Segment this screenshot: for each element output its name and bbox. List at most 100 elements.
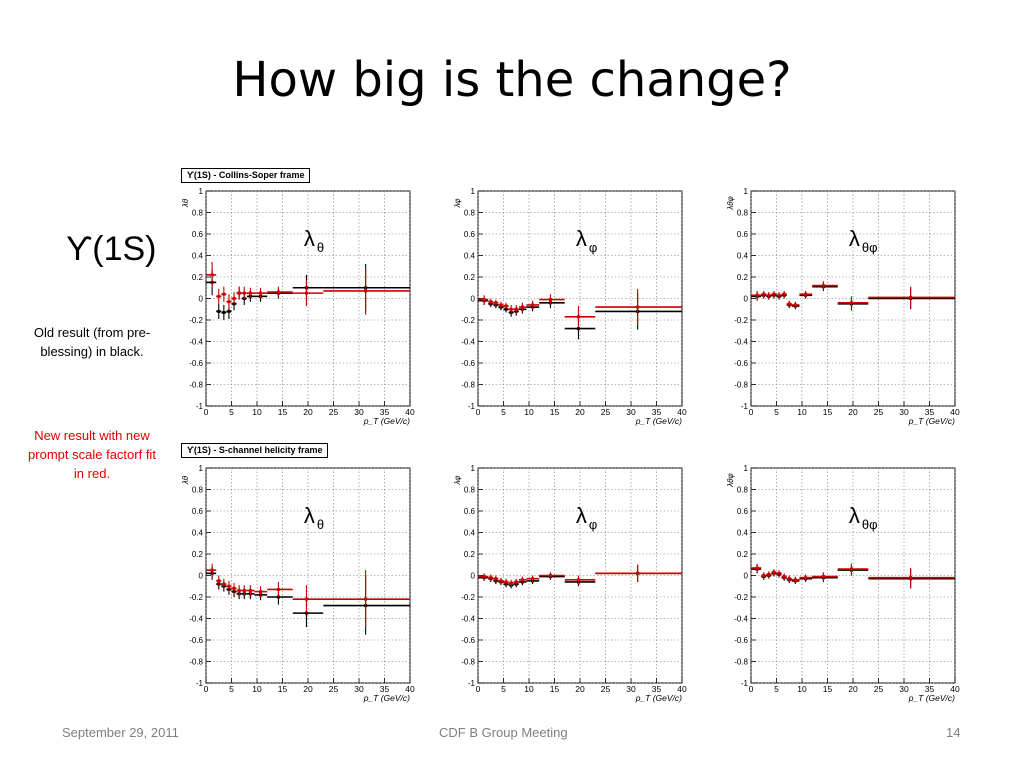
y-tick-label: -0.2 <box>189 316 203 325</box>
x-tick-label: 20 <box>575 407 585 417</box>
y-tick-label: -0.4 <box>461 615 475 624</box>
y-tick-label: 0.4 <box>464 529 476 538</box>
new-series-point <box>821 575 825 579</box>
y-tick-label: -0.6 <box>189 636 203 645</box>
x-tick-label: 5 <box>229 407 234 417</box>
new-series-point <box>772 570 776 574</box>
x-tick-label: 15 <box>278 407 288 417</box>
y-tick-label: 0.4 <box>192 529 204 538</box>
new-series-point <box>237 589 241 593</box>
y-tick-label: 0 <box>744 295 749 304</box>
y-tick-label: -0.2 <box>734 316 748 325</box>
y-tick-label: -0.4 <box>189 338 203 347</box>
y-axis-label: λθ <box>181 198 190 208</box>
new-series-point <box>909 295 913 299</box>
footer-date: September 29, 2011 <box>62 725 179 740</box>
y-tick-label: -0.8 <box>189 381 203 390</box>
old-series-point <box>222 310 226 314</box>
new-series-point <box>787 302 791 306</box>
y-tick-label: -0.2 <box>461 593 475 602</box>
new-series-point <box>248 291 252 295</box>
x-tick-label: 5 <box>501 407 506 417</box>
x-tick-label: 0 <box>204 407 209 417</box>
new-series-point <box>210 273 214 277</box>
x-tick-label: 35 <box>380 407 390 417</box>
y-tick-label: -0.4 <box>734 338 748 347</box>
y-tick-label: -1 <box>196 402 204 411</box>
y-tick-label: 0.8 <box>192 209 204 218</box>
new-series-point <box>777 571 781 575</box>
x-tick-label: 0 <box>749 684 754 694</box>
new-series-point <box>489 300 493 304</box>
new-series-point <box>520 578 524 582</box>
new-series-point <box>804 576 808 580</box>
panel-parameter-label: λ <box>576 503 587 528</box>
y-tick-label: 0.6 <box>192 507 204 516</box>
new-series-point <box>276 587 280 591</box>
x-tick-label: 40 <box>950 684 960 694</box>
new-series-point <box>514 580 518 584</box>
chart-cs-lambda-theta: -1-0.8-0.6-0.4-0.200.20.40.60.810 5 10 15 20… <box>181 187 415 426</box>
old-result-note: Old result (from pre-blessing) in black. <box>33 325 151 359</box>
x-tick-label: 0 <box>476 407 481 417</box>
new-result-note: New result with new prompt scale factorf… <box>28 428 156 481</box>
panel-parameter-subscript: φ <box>589 240 597 255</box>
new-series-point <box>227 300 231 304</box>
y-axis-label: λθ <box>181 475 190 485</box>
new-series-point <box>548 574 552 577</box>
y-tick-label: -1 <box>468 679 476 688</box>
new-series-point <box>217 294 221 298</box>
new-series-point <box>509 307 513 311</box>
panel-parameter-label: λ <box>849 503 860 528</box>
y-tick-label: 0.2 <box>737 273 749 282</box>
x-tick-label: 0 <box>476 684 481 694</box>
new-series-point <box>767 293 771 297</box>
x-tick-label: 30 <box>626 407 636 417</box>
y-tick-label: -0.2 <box>461 316 475 325</box>
new-series-point <box>576 578 580 582</box>
y-tick-label: 0 <box>471 572 476 581</box>
y-tick-label: 0.2 <box>464 550 476 559</box>
x-axis-label: p_T (GeV/c) <box>363 693 410 703</box>
new-series-point <box>364 597 368 601</box>
new-series-point <box>232 297 236 300</box>
x-tick-label: 35 <box>925 407 935 417</box>
y-tick-label: 0.6 <box>737 230 749 239</box>
x-tick-label: 40 <box>405 684 415 694</box>
y-tick-label: -0.6 <box>734 636 748 645</box>
new-series-point <box>499 303 503 307</box>
new-series-point <box>499 579 503 583</box>
x-tick-label: 35 <box>652 407 662 417</box>
new-series-point <box>636 305 640 309</box>
x-tick-label: 10 <box>524 684 534 694</box>
new-series-point <box>509 581 513 585</box>
chart-cs-lambda-theta-phi: -1-0.8-0.6-0.4-0.200.20.40.60.810 5 10 15 20… <box>726 187 960 426</box>
x-tick-label: 15 <box>550 684 560 694</box>
y-tick-label: -0.8 <box>461 381 475 390</box>
y-tick-label: 1 <box>471 464 476 473</box>
new-series-point <box>482 298 486 302</box>
x-axis-label: p_T (GeV/c) <box>908 416 955 426</box>
y-axis-label: λθφ <box>726 196 735 211</box>
slide-title: How big is the change? <box>232 52 792 108</box>
x-tick-label: 20 <box>848 684 858 694</box>
x-tick-label: 25 <box>601 684 611 694</box>
y-tick-label: 1 <box>199 187 204 196</box>
new-series-point <box>531 577 535 581</box>
new-series-point <box>576 315 580 319</box>
y-tick-label: 0.2 <box>464 273 476 282</box>
y-axis-label: λφ <box>453 198 462 208</box>
new-series-point <box>227 584 231 588</box>
new-series-point <box>514 307 518 311</box>
new-series-point <box>248 589 252 593</box>
y-tick-label: -0.4 <box>461 338 475 347</box>
x-tick-label: 20 <box>848 407 858 417</box>
new-series-point <box>222 582 226 586</box>
y-tick-label: -0.6 <box>734 359 748 368</box>
x-axis-label: p_T (GeV/c) <box>908 693 955 703</box>
y-tick-label: 0.8 <box>464 486 476 495</box>
new-series-point <box>772 292 776 296</box>
x-tick-label: 10 <box>252 407 262 417</box>
x-tick-label: 15 <box>278 684 288 694</box>
y-tick-label: 0.8 <box>192 486 204 495</box>
